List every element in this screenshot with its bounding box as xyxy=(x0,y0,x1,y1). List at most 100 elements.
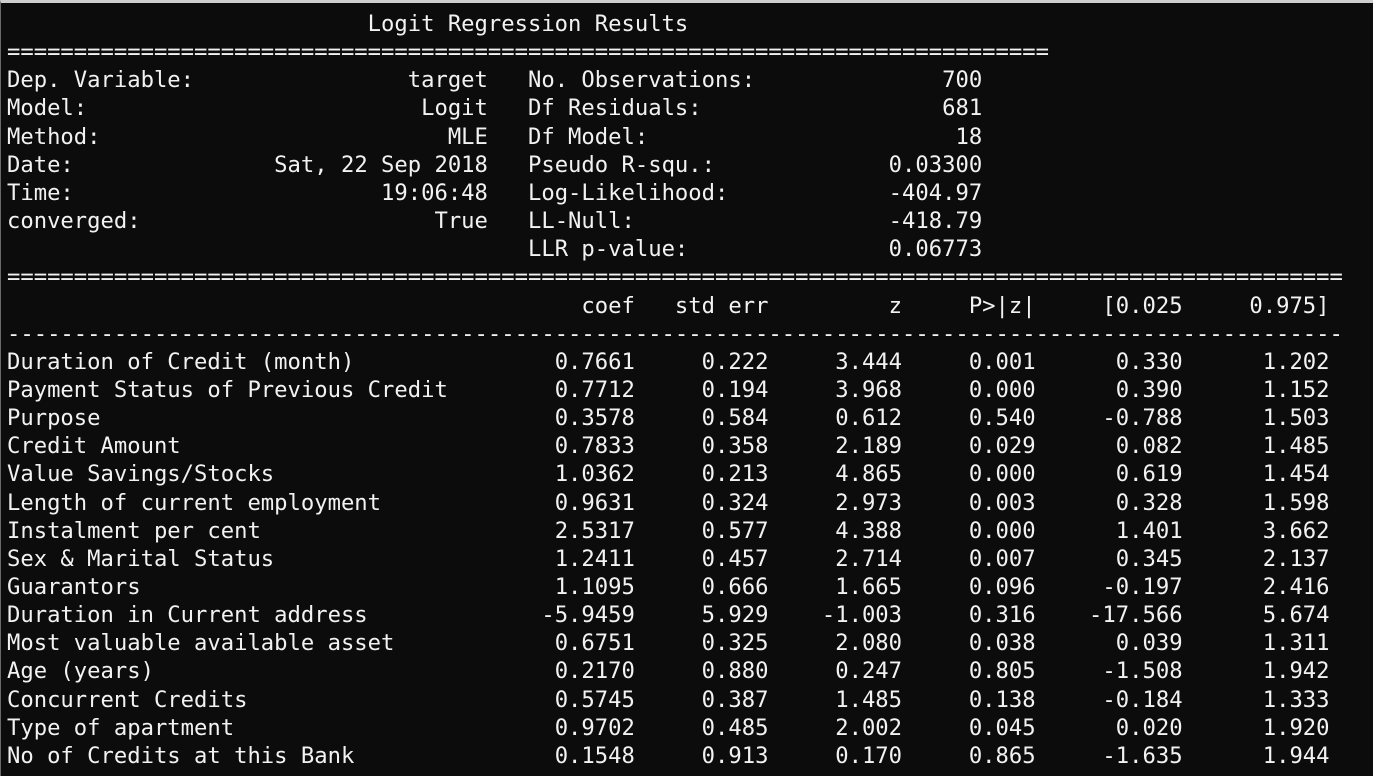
variable-name: Sex & Marital Status xyxy=(7,545,448,572)
cell-stderr: 0.485 xyxy=(634,714,769,741)
cell-coef: 0.3578 xyxy=(447,405,635,432)
cell-z: 0.612 xyxy=(768,405,903,432)
table-row: Concurrent Credits 0.5745 0.387 1.485 0.… xyxy=(7,686,1330,714)
cell-0975: 1.503 xyxy=(1182,405,1330,432)
cell-z: 4.865 xyxy=(768,461,903,488)
table-row: Length of current employment 0.9631 0.32… xyxy=(7,489,1330,517)
cell-0975: 1.944 xyxy=(1182,742,1330,769)
cell-pz: 0.007 xyxy=(902,545,1036,572)
variable-name: Concurrent Credits xyxy=(7,686,448,713)
table-row: Duration of Credit (month) 0.7661 0.222 … xyxy=(7,348,1330,376)
table-row: Payment Status of Previous Credit 0.7712… xyxy=(7,376,1330,404)
cell-pz: 0.865 xyxy=(902,742,1036,769)
spacer xyxy=(7,293,501,319)
summary-left-value xyxy=(274,236,528,262)
cell-pz: 0.003 xyxy=(902,489,1036,516)
results-title: Logit Regression Results xyxy=(367,11,689,37)
summary-left-value: Sat, 22 Sep 2018 xyxy=(274,151,528,178)
summary-left-label: Time: xyxy=(7,179,275,206)
cell-0025: 0.390 xyxy=(1035,376,1183,403)
column-header: std err xyxy=(634,292,769,319)
header-rule: ========================================… xyxy=(7,39,1049,66)
cell-0025: -1.508 xyxy=(1035,658,1183,685)
cell-z: 3.968 xyxy=(768,376,903,403)
cell-0025: -1.635 xyxy=(1035,742,1183,769)
cell-0025: 0.082 xyxy=(1035,433,1183,460)
cell-z: 2.973 xyxy=(768,489,903,516)
cell-coef: 0.6751 xyxy=(447,630,635,657)
cell-0025: -0.197 xyxy=(1035,574,1183,600)
variable-name: Purpose xyxy=(7,405,448,432)
cell-z: 2.189 xyxy=(768,433,903,460)
summary-left-value: MLE xyxy=(274,123,528,150)
summary-left-label: Date: xyxy=(7,151,275,178)
table-row: Instalment per cent 2.5317 0.577 4.388 0… xyxy=(7,517,1330,545)
column-header: 0.975] xyxy=(1182,292,1330,319)
cell-0975: 1.311 xyxy=(1182,630,1330,657)
cell-stderr: 0.913 xyxy=(634,742,769,769)
variable-name: Most valuable available asset xyxy=(7,630,448,657)
variable-name: Value Savings/Stocks xyxy=(7,461,448,488)
cell-stderr: 0.194 xyxy=(634,376,769,403)
summary-right-value: -404.97 xyxy=(821,179,983,206)
summary-right-label: Pseudo R-squ.: xyxy=(527,151,822,178)
cell-coef: 1.1095 xyxy=(447,574,635,600)
summary-right-value: 0.06773 xyxy=(821,236,983,263)
summary-right-value: 681 xyxy=(821,95,983,122)
column-rule: ----------------------------------------… xyxy=(7,320,1343,347)
cell-coef: 0.2170 xyxy=(447,658,635,685)
cell-0975: 1.152 xyxy=(1182,376,1330,403)
cell-0975: 1.942 xyxy=(1182,658,1330,685)
column-header: coef xyxy=(501,292,635,319)
table-row: Duration in Current address -5.9459 5.92… xyxy=(7,601,1330,629)
variable-name: Type of apartment xyxy=(7,714,448,741)
cell-stderr: 5.929 xyxy=(634,602,769,629)
rule-line: ========================================… xyxy=(7,263,1343,291)
summary-left-value: True xyxy=(274,208,528,235)
cell-0975: 3.662 xyxy=(1182,517,1330,544)
cell-pz: 0.805 xyxy=(902,658,1036,685)
cell-0975: 1.333 xyxy=(1182,686,1330,713)
cell-0975: 5.674 xyxy=(1182,602,1330,629)
summary-right-value: 0.03300 xyxy=(821,151,983,178)
table-row: Credit Amount 0.7833 0.358 2.189 0.029 0… xyxy=(7,432,1330,460)
table-row: Type of apartment 0.9702 0.485 2.002 0.0… xyxy=(7,714,1330,742)
cell-0975: 2.137 xyxy=(1182,545,1330,572)
summary-row: converged: True LL-Null: -418.79 xyxy=(7,207,982,235)
cell-z: 1.665 xyxy=(768,574,903,600)
summary-left-label: Model: xyxy=(7,95,275,122)
cell-0025: 0.619 xyxy=(1035,461,1183,488)
cell-0025: 1.401 xyxy=(1035,517,1183,544)
cell-0025: 0.328 xyxy=(1035,489,1183,516)
cell-0975: 2.416 xyxy=(1182,574,1330,600)
cell-0975: 1.920 xyxy=(1182,714,1330,741)
cell-z: 2.080 xyxy=(768,630,903,657)
cell-z: 2.714 xyxy=(768,545,903,572)
cell-pz: 0.000 xyxy=(902,461,1036,488)
cell-pz: 0.000 xyxy=(902,517,1036,544)
summary-left-value: target xyxy=(274,67,528,94)
summary-right-label: Df Model: xyxy=(527,123,822,150)
cell-coef: 1.0362 xyxy=(447,461,635,488)
table-row: Age (years) 0.2170 0.880 0.247 0.805 -1.… xyxy=(7,657,1330,685)
summary-left-label: Dep. Variable: xyxy=(7,67,275,94)
table-rule: ========================================… xyxy=(7,264,1343,291)
summary-left-value: Logit xyxy=(274,95,528,122)
column-header: z xyxy=(768,292,903,319)
cell-0025: 0.330 xyxy=(1035,348,1183,375)
summary-row: LLR p-value: 0.06773 xyxy=(7,235,982,263)
cell-0025: -17.566 xyxy=(1035,602,1183,629)
cell-stderr: 0.324 xyxy=(634,489,769,516)
cell-z: 3.444 xyxy=(768,348,903,375)
cell-pz: 0.000 xyxy=(902,376,1036,403)
cell-pz: 0.316 xyxy=(902,602,1036,629)
cell-coef: 0.7712 xyxy=(447,376,635,403)
cell-stderr: 0.457 xyxy=(634,545,769,572)
cell-stderr: 0.325 xyxy=(634,630,769,657)
cell-0025: 0.039 xyxy=(1035,630,1183,657)
summary-row: Method: MLE Df Model: 18 xyxy=(7,123,982,151)
cell-pz: 0.029 xyxy=(902,433,1036,460)
cell-coef: 0.7661 xyxy=(447,348,635,375)
cell-stderr: 0.584 xyxy=(634,405,769,432)
summary-right-label: Log-Likelihood: xyxy=(527,179,822,206)
